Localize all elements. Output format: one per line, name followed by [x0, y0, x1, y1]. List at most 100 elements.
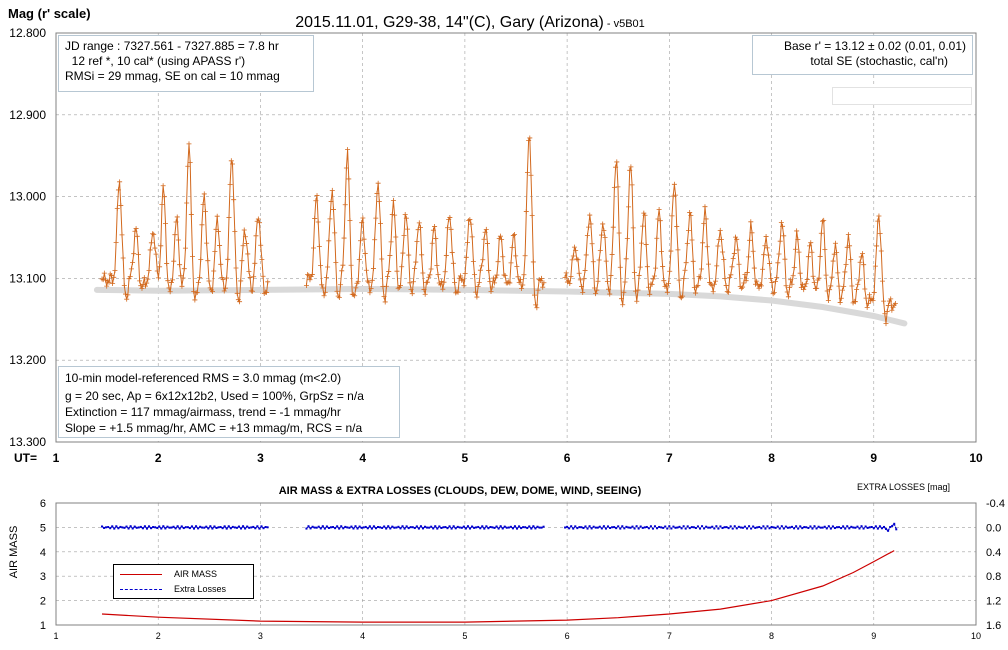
observation-point: [416, 220, 422, 226]
observation-point: [566, 278, 572, 284]
extra-losses-point: [399, 527, 402, 530]
observation-point: [735, 247, 741, 253]
observation-point: [589, 241, 595, 247]
observation-point: [653, 265, 659, 271]
observation-point: [884, 309, 890, 315]
observation-point: [804, 277, 810, 283]
observation-point: [718, 236, 724, 242]
observation-point: [352, 293, 358, 299]
extra-losses-point: [205, 525, 208, 528]
extra-losses-point: [479, 527, 482, 530]
extra-losses-point: [417, 527, 420, 530]
observation-point: [117, 179, 123, 185]
extra-losses-point: [254, 527, 257, 530]
observation-point: [615, 184, 621, 190]
extra-losses-point: [244, 527, 247, 530]
observation-point: [660, 263, 666, 269]
extra-losses-point: [377, 526, 379, 529]
bottom-y2-tick-label: 0.0: [986, 522, 1001, 534]
extra-losses-point: [660, 526, 663, 529]
top-y-tick-label: 13.000: [9, 190, 46, 204]
bottom-legend: AIR MASS Extra Losses: [113, 564, 254, 599]
observation-point: [464, 239, 470, 245]
observation-point: [198, 257, 204, 263]
observation-point: [166, 285, 172, 291]
observation-point: [842, 269, 848, 275]
extra-losses-point: [513, 525, 516, 528]
observation-point: [389, 212, 395, 218]
observation-point: [713, 278, 719, 284]
observation-point: [135, 252, 141, 258]
info-line: Extinction = 117 mmag/airmass, trend = -…: [65, 405, 341, 419]
observation-point: [754, 278, 760, 284]
observation-point: [800, 281, 806, 287]
observation-point: [158, 243, 164, 249]
extra-losses-point: [225, 527, 228, 530]
observation-point: [865, 300, 871, 306]
observation-point: [426, 274, 432, 280]
observation-point: [614, 159, 620, 165]
observation-point: [539, 275, 545, 281]
extra-losses-point: [596, 526, 599, 529]
observation-point: [319, 282, 325, 288]
observation-point: [228, 158, 234, 164]
observation-point: [395, 285, 401, 291]
observation-point: [493, 275, 499, 281]
bottom-y2-tick-label: 0.8: [986, 571, 1001, 583]
observation-point: [521, 272, 527, 278]
extra-losses-point: [501, 527, 504, 530]
top-plot-frame: [55, 32, 977, 443]
observation-point: [463, 254, 469, 260]
extra-losses-point: [148, 525, 151, 528]
observation-point: [502, 273, 508, 279]
bottom-x-tick-label: 2: [156, 631, 161, 641]
observation-point: [883, 321, 889, 327]
extra-losses-point: [260, 525, 263, 528]
observation-point: [847, 243, 853, 249]
observation-point: [180, 275, 186, 281]
observation-point: [642, 212, 648, 218]
observation-point: [118, 203, 124, 209]
observation-point: [845, 232, 851, 238]
observation-point: [345, 147, 351, 153]
observation-point: [650, 276, 656, 282]
observation-point: [408, 286, 414, 292]
observation-point: [536, 277, 542, 283]
observation-point: [188, 211, 194, 217]
observation-point: [681, 275, 687, 281]
extra-losses-point: [150, 527, 153, 530]
observation-point: [137, 278, 143, 284]
observation-point: [727, 275, 733, 281]
extra-losses-point: [266, 526, 269, 529]
observation-point: [497, 233, 503, 239]
observation-point: [367, 290, 373, 296]
extra-losses-point: [227, 525, 230, 528]
observation-point: [629, 182, 635, 188]
extra-losses-point: [520, 527, 523, 530]
observation-point: [740, 284, 746, 290]
observation-point: [157, 264, 163, 270]
observation-point: [770, 291, 776, 297]
observation-point: [204, 240, 210, 246]
bottom-y2-tick-labels: 1.6 1.2 0.8 0.4 0.0 -0.4: [986, 498, 1005, 632]
observation-point: [421, 287, 427, 293]
extra-losses-point: [407, 527, 410, 530]
observation-point: [622, 279, 628, 285]
observation-point: [635, 287, 641, 293]
observation-point: [738, 285, 744, 291]
observation-point: [312, 215, 318, 221]
observation-point: [388, 239, 394, 245]
observation-point: [805, 254, 811, 260]
observation-point: [848, 257, 854, 263]
observation-point: [459, 277, 465, 283]
observation-point: [849, 283, 855, 289]
observation-point: [664, 289, 670, 295]
observation-point: [385, 273, 391, 279]
extra-losses-point: [258, 527, 261, 530]
extra-losses-point: [893, 522, 896, 525]
observation-point: [173, 219, 179, 225]
observation-point: [338, 282, 344, 288]
observation-point: [181, 266, 187, 272]
observation-point: [487, 279, 493, 285]
observation-point: [882, 311, 888, 317]
